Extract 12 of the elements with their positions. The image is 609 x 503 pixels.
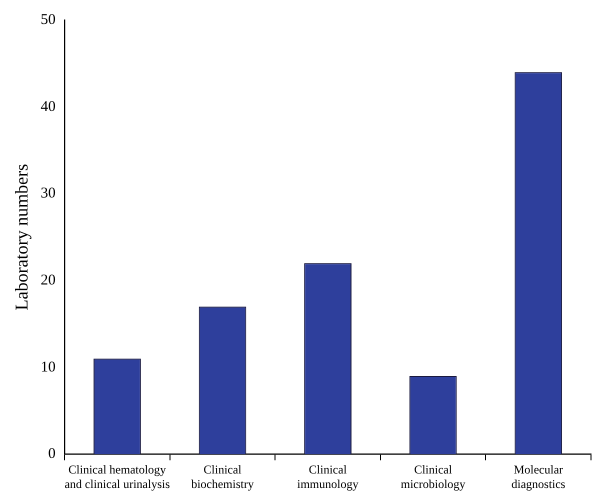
y-tick-label: 40	[40, 98, 56, 115]
x-tick-label: Clinical microbiology	[400, 462, 466, 491]
y-axis-title: Laboratory numbers	[12, 164, 32, 310]
x-tick-label: Clinical biochemistry	[191, 462, 254, 491]
y-tick-label: 0	[48, 446, 56, 462]
x-tick-label: Clinical hematology and clinical urinalysis	[64, 462, 170, 491]
y-tick-label: 30	[40, 186, 56, 202]
x-tick-label: Molecular diagnostics	[511, 462, 566, 491]
x-tick-label: Clinical immunology	[297, 462, 358, 491]
y-tick-label: 10	[40, 359, 56, 376]
y-tick-label: 20	[40, 272, 56, 288]
y-tick-label: 50	[40, 12, 56, 28]
